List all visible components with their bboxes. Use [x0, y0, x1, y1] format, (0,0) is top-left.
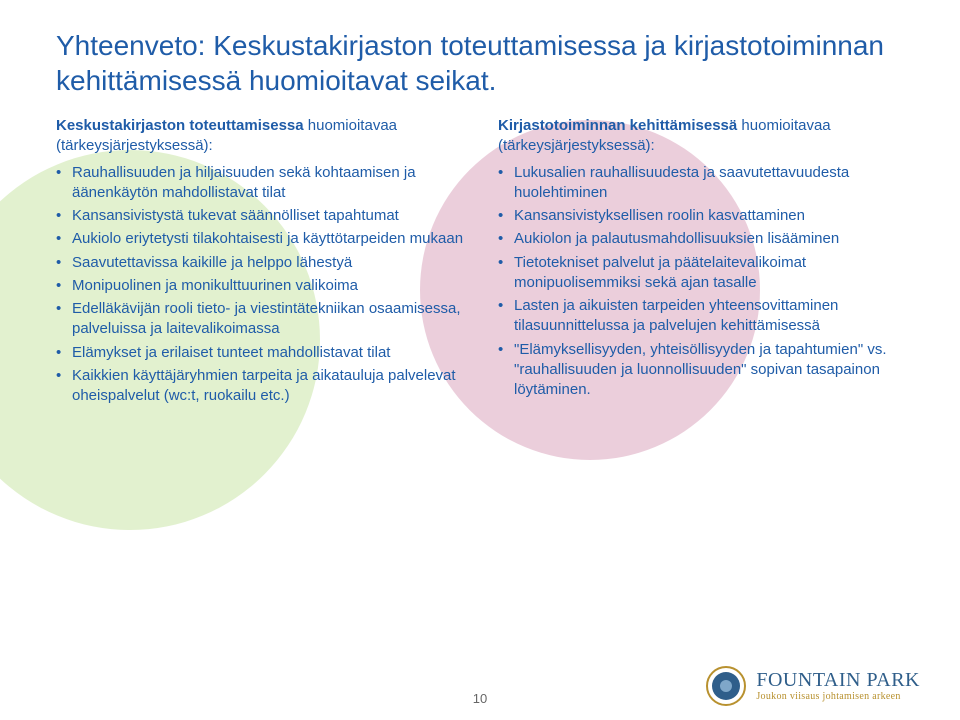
right-lead-bold: Kirjastotoiminnan kehittämisessä — [498, 117, 737, 134]
list-item: "Elämyksellisyyden, yhteisöllisyyden ja … — [498, 340, 912, 401]
logo-text: FOUNTAIN PARK Joukon viisaus johtamisen … — [756, 670, 920, 702]
list-item: Kansansivistystä tukevat säännölliset ta… — [56, 206, 470, 226]
right-column: Kirjastotoiminnan kehittämisessä huomioi… — [498, 116, 912, 409]
page-number: 10 — [473, 691, 487, 706]
logo-line2: Joukon viisaus johtamisen arkeen — [756, 692, 920, 702]
left-list: Rauhallisuuden ja hiljaisuuden sekä koht… — [56, 163, 470, 407]
list-item: Aukiolon ja palautusmahdollisuuksien lis… — [498, 229, 912, 249]
slide: Yhteenveto: Keskustakirjaston toteuttami… — [0, 0, 960, 720]
right-lead: Kirjastotoiminnan kehittämisessä huomioi… — [498, 116, 912, 157]
right-list: Lukusalien rauhallisuudesta ja saavutett… — [498, 163, 912, 401]
left-lead-bold: Keskustakirjaston toteuttamisessa — [56, 117, 304, 134]
columns: Keskustakirjaston toteuttamisessa huomio… — [56, 116, 912, 409]
logo-line1: FOUNTAIN PARK — [756, 670, 920, 690]
list-item: Lukusalien rauhallisuudesta ja saavutett… — [498, 163, 912, 204]
list-item: Aukiolo eriytetysti tilakohtaisesti ja k… — [56, 229, 470, 249]
logo-mark — [706, 666, 746, 706]
page-title: Yhteenveto: Keskustakirjaston toteuttami… — [56, 28, 912, 98]
list-item: Monipuolinen ja monikulttuurinen valikoi… — [56, 276, 470, 296]
list-item: Saavutettavissa kaikille ja helppo lähes… — [56, 253, 470, 273]
logo: FOUNTAIN PARK Joukon viisaus johtamisen … — [706, 666, 920, 706]
list-item: Lasten ja aikuisten tarpeiden yhteensovi… — [498, 296, 912, 337]
list-item: Kaikkien käyttäjäryhmien tarpeita ja aik… — [56, 366, 470, 407]
list-item: Elämykset ja erilaiset tunteet mahdollis… — [56, 343, 470, 363]
list-item: Kansansivistyksellisen roolin kasvattami… — [498, 206, 912, 226]
list-item: Rauhallisuuden ja hiljaisuuden sekä koht… — [56, 163, 470, 204]
list-item: Edelläkävijän rooli tieto- ja viestintät… — [56, 299, 470, 340]
left-column: Keskustakirjaston toteuttamisessa huomio… — [56, 116, 470, 409]
left-lead: Keskustakirjaston toteuttamisessa huomio… — [56, 116, 470, 157]
list-item: Tietotekniset palvelut ja päätelaitevali… — [498, 253, 912, 294]
